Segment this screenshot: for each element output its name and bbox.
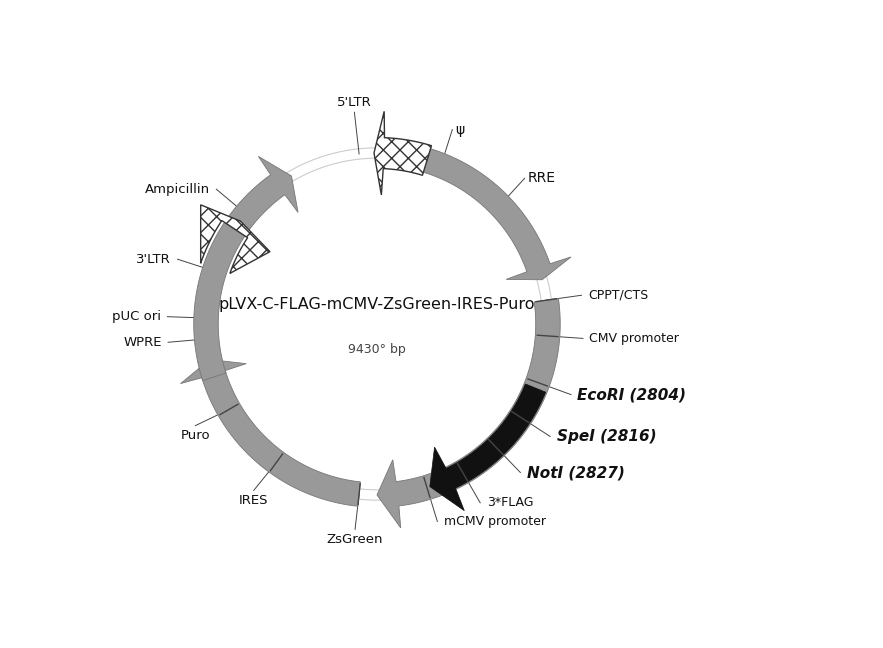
Text: pLVX-C-FLAG-mCMV-ZsGreen-IRES-Puro: pLVX-C-FLAG-mCMV-ZsGreen-IRES-Puro xyxy=(219,297,535,312)
Text: ψ: ψ xyxy=(456,122,464,137)
Text: SpeI (2816): SpeI (2816) xyxy=(556,429,656,444)
Polygon shape xyxy=(430,384,546,511)
Text: 3*FLAG: 3*FLAG xyxy=(487,496,533,509)
Text: CPPT/CTS: CPPT/CTS xyxy=(588,289,648,302)
Polygon shape xyxy=(377,299,560,528)
Text: NotI (2827): NotI (2827) xyxy=(527,465,625,480)
Text: Ampicillin: Ampicillin xyxy=(145,183,210,196)
Polygon shape xyxy=(193,156,298,380)
Polygon shape xyxy=(418,147,571,280)
Polygon shape xyxy=(180,360,360,506)
Text: ZsGreen: ZsGreen xyxy=(327,533,383,546)
Text: pUC ori: pUC ori xyxy=(112,310,161,323)
Text: WPRE: WPRE xyxy=(123,336,162,349)
Text: EcoRI (2804): EcoRI (2804) xyxy=(577,387,686,402)
Polygon shape xyxy=(374,111,432,195)
Text: RRE: RRE xyxy=(528,171,555,185)
Text: CMV promoter: CMV promoter xyxy=(589,332,679,345)
Text: Puro: Puro xyxy=(180,429,210,442)
Text: 5'LTR: 5'LTR xyxy=(337,96,372,109)
Text: 3'LTR: 3'LTR xyxy=(136,253,171,266)
Text: 9430° bp: 9430° bp xyxy=(348,343,406,356)
Text: mCMV promoter: mCMV promoter xyxy=(444,515,546,528)
Polygon shape xyxy=(200,205,270,273)
Text: IRES: IRES xyxy=(239,494,268,507)
